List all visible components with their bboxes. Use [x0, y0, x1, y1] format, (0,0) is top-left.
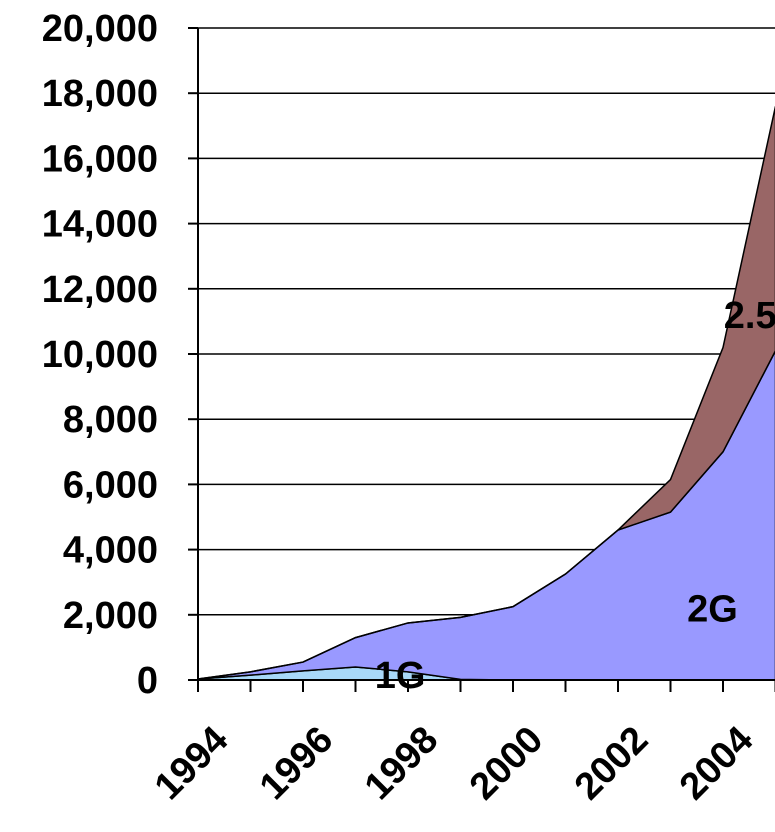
x-tick-label: 2002: [567, 719, 656, 808]
area-series-2-5g: [197, 106, 775, 680]
x-tick-label: 1998: [357, 719, 446, 808]
series-label-1g: 1G: [375, 655, 426, 697]
axes: [188, 27, 775, 692]
series-labels: 1G 2G 2.5G: [375, 295, 775, 697]
y-tick-label: 2,000: [63, 595, 158, 637]
y-tick-label: 16,000: [42, 138, 158, 180]
x-tick-label: 2000: [462, 719, 551, 808]
x-tick-label: 2004: [672, 719, 761, 808]
area-series-2g: [197, 350, 775, 681]
y-tick-label: 12,000: [42, 269, 158, 311]
y-tick-label: 4,000: [63, 530, 158, 572]
gridlines: [198, 27, 775, 616]
series-label-2-5g: 2.5G: [724, 295, 775, 337]
x-tick-labels: 1994 1996 1998 2000 2002 2004: [147, 719, 761, 808]
x-tick-label: 1996: [252, 719, 341, 808]
y-tick-label: 14,000: [42, 204, 158, 246]
y-tick-label: 20,000: [42, 8, 158, 50]
y-tick-label: 8,000: [63, 399, 158, 441]
x-tick-label: 1994: [147, 719, 236, 808]
y-tick-label: 18,000: [42, 73, 158, 115]
y-tick-labels: 0 2,000 4,000 6,000 8,000 10,000 12,000 14,000 1…: [42, 8, 158, 702]
y-tick-label: 10,000: [42, 334, 158, 376]
y-tick-label: 0: [137, 660, 158, 702]
series-label-2g: 2G: [687, 588, 738, 630]
y-tick-label: 6,000: [63, 464, 158, 506]
